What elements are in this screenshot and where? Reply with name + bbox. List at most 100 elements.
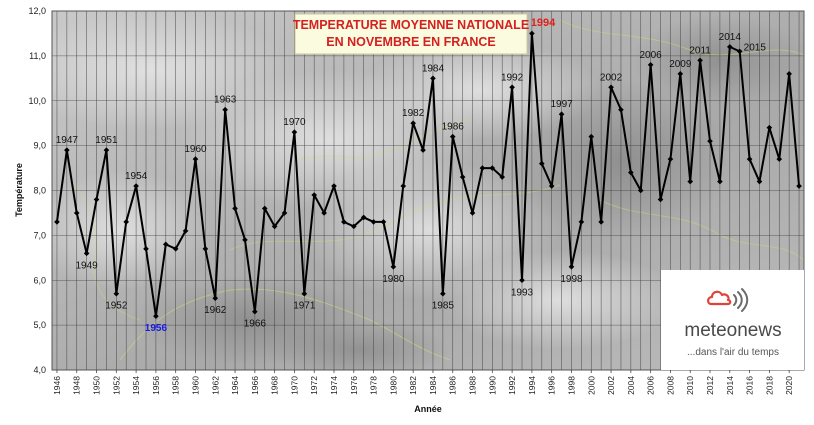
data-point — [291, 129, 298, 135]
y-tick-label: 6,0 — [33, 275, 46, 285]
data-point — [469, 210, 476, 216]
data-point — [598, 219, 604, 225]
data-point — [380, 219, 387, 225]
data-point — [430, 75, 436, 82]
data-point — [212, 295, 219, 301]
x-tick-label: 2002 — [606, 376, 616, 395]
point-year-label: 1952 — [105, 301, 128, 312]
point-year-label: 1956 — [145, 323, 168, 334]
data-point — [440, 290, 446, 297]
x-tick-label: 1978 — [369, 376, 379, 395]
x-tick-label: 1996 — [547, 376, 557, 395]
chart-title: TEMPERATURE MOYENNE NATIONALE EN NOVEMBR… — [293, 13, 529, 55]
x-tick-label: 1956 — [151, 376, 161, 395]
data-point — [103, 147, 110, 153]
x-axis-label: Année — [414, 404, 442, 414]
data-point — [400, 183, 407, 189]
data-point — [509, 84, 515, 91]
x-tick-label: 1962 — [210, 376, 220, 395]
data-point — [519, 277, 525, 284]
y-tick-label: 8,0 — [33, 186, 46, 196]
point-year-label: 1960 — [184, 144, 207, 155]
point-year-label: 1947 — [56, 135, 79, 146]
data-point — [677, 71, 684, 77]
data-point — [588, 133, 595, 140]
x-tick-label: 1964 — [230, 376, 240, 395]
plot-frame — [51, 10, 805, 371]
point-year-label: 1985 — [432, 301, 455, 312]
data-point — [657, 196, 664, 203]
y-tick-label: 4,0 — [33, 365, 46, 375]
data-point — [83, 250, 90, 257]
point-year-label: 1986 — [442, 122, 465, 133]
point-year-label: 1966 — [244, 319, 267, 330]
data-point — [786, 71, 792, 77]
data-point — [420, 147, 426, 153]
data-point — [697, 57, 703, 64]
data-point — [182, 228, 189, 234]
data-point — [390, 263, 397, 270]
y-axis-ticks: 4,0 5,0 6,0 7,0 8,0 9,0 10,0 11,0 12,0 — [28, 6, 46, 375]
data-point — [756, 178, 763, 185]
x-tick-label: 1970 — [289, 376, 299, 395]
x-tick-label: 1960 — [190, 376, 200, 395]
data-point — [459, 174, 466, 180]
x-tick-label: 1946 — [52, 376, 62, 395]
record-year-label: 1994 — [531, 17, 556, 29]
data-point — [331, 183, 337, 189]
y-tick-label: 10,0 — [28, 96, 46, 106]
year-annotations: 1947 1949 1951 1952 1954 1956 1960 1962 1963 1966… — [56, 32, 767, 334]
data-point — [687, 178, 694, 185]
data-point — [202, 246, 209, 252]
x-tick-label: 2010 — [685, 376, 695, 395]
data-point — [538, 160, 545, 167]
y-tick-label: 7,0 — [33, 230, 46, 240]
x-tick-label: 1986 — [448, 376, 458, 395]
x-tick-label: 1966 — [250, 376, 260, 395]
data-point — [271, 223, 278, 230]
point-year-label: 1949 — [76, 260, 99, 271]
x-tick-label: 2000 — [586, 376, 596, 395]
data-point — [707, 138, 713, 144]
point-year-label: 1962 — [204, 305, 227, 316]
data-point — [222, 106, 228, 113]
point-year-label: 1998 — [560, 274, 583, 285]
data-point — [746, 156, 753, 162]
point-year-label: 1984 — [422, 63, 445, 74]
x-tick-label: 1950 — [92, 376, 102, 395]
meteonews-logo: meteonews ...dans l'air du temps — [661, 270, 804, 370]
data-point — [350, 223, 357, 230]
data-point — [123, 219, 130, 225]
title-line-1: TEMPERATURE MOYENNE NATIONALE — [293, 18, 529, 32]
data-point — [192, 156, 199, 162]
data-point — [113, 290, 120, 297]
y-axis-label: Température — [14, 163, 24, 217]
data-point — [479, 165, 486, 171]
data-point — [64, 147, 70, 153]
point-year-label: 2006 — [640, 50, 663, 61]
cloud-signal-icon — [707, 288, 749, 312]
data-point — [499, 174, 506, 180]
data-point — [618, 106, 624, 113]
title-box — [294, 13, 528, 55]
data-point — [281, 210, 288, 216]
data-point — [628, 169, 634, 176]
data-point — [796, 183, 802, 189]
x-tick-label: 1948 — [72, 376, 82, 395]
x-tick-label: 1984 — [428, 376, 438, 395]
data-point — [301, 290, 308, 297]
data-point — [637, 187, 644, 194]
data-point — [578, 219, 585, 225]
x-tick-label: 1972 — [309, 376, 319, 395]
data-point — [172, 246, 179, 252]
data-point — [370, 219, 377, 225]
data-point — [311, 192, 318, 198]
point-year-label: 2002 — [600, 72, 623, 83]
x-tick-label: 1968 — [270, 376, 280, 395]
point-year-label: 1954 — [125, 171, 148, 182]
data-point — [449, 133, 456, 140]
data-point — [242, 237, 248, 243]
data-point — [608, 84, 614, 91]
point-year-label: 1992 — [501, 72, 524, 83]
